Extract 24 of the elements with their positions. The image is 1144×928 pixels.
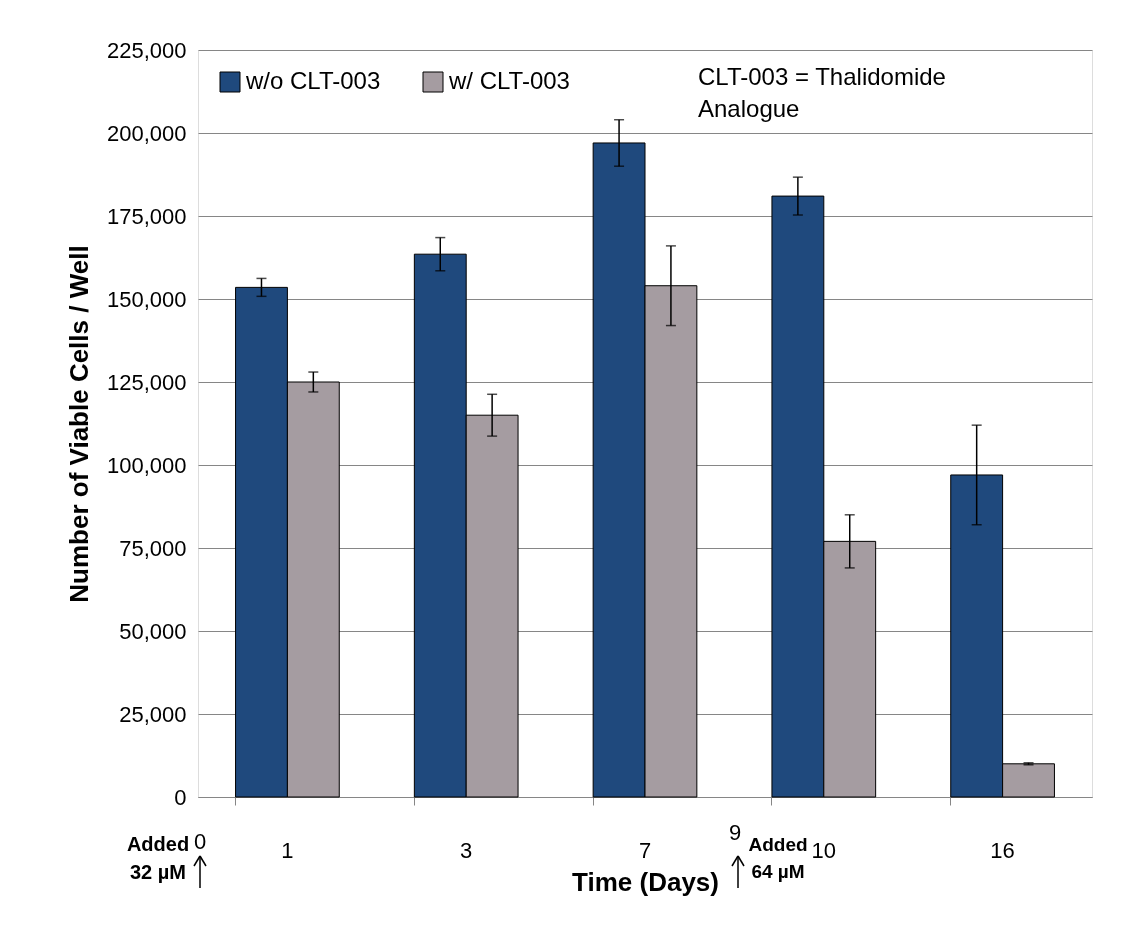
text: Added 32 µM (126, 833, 190, 883)
y-tick-label: 25,000 (119, 701, 187, 727)
annotation: CLT-003 = Thalidomide Analogue (698, 63, 946, 122)
x-tick-label: 16 (990, 837, 1015, 863)
y-tick-label: 150,000 (106, 286, 187, 312)
y-tick-label: 100,000 (106, 452, 187, 478)
legend-label: w/o CLT-003 (245, 67, 381, 94)
x-tick-label: 7 (638, 837, 652, 863)
text: 9 (728, 820, 742, 845)
y-tick-label: 125,000 (106, 369, 187, 395)
x-tick-label: 3 (460, 837, 473, 863)
text: 0 (193, 829, 207, 854)
y-tick-label: 50,000 (119, 618, 187, 644)
legend-label: w/ CLT-003 (448, 67, 570, 94)
y-tick-label: 225,000 (106, 37, 187, 63)
y-tick-label: 175,000 (106, 203, 187, 229)
y-tick-label: 200,000 (106, 120, 187, 146)
y-tick-label: 75,000 (119, 535, 187, 561)
y-axis-title: Number of Viable Cells / Well (63, 245, 94, 603)
x-tick-label: 1 (281, 837, 294, 863)
text: Added 64 µM (748, 834, 808, 882)
x-axis-title: Time (Days) (572, 866, 719, 897)
y-tick-label: 0 (174, 784, 187, 810)
x-tick-label: 10 (811, 837, 837, 863)
